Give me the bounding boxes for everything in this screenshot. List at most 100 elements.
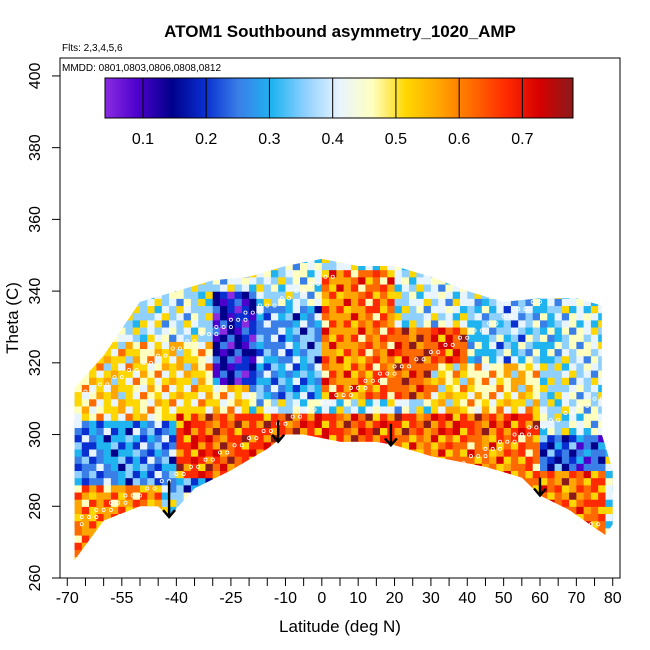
heatmap-cell (547, 355, 556, 364)
heatmap-cell (481, 413, 490, 421)
heatmap-cell (510, 534, 519, 543)
heatmap-cell (613, 377, 621, 385)
heatmap-cell (161, 334, 170, 342)
heatmap-cell (154, 513, 163, 522)
heatmap-cell (452, 448, 461, 457)
heatmap-cell (605, 463, 613, 472)
heatmap-cell (285, 441, 294, 450)
heatmap-cell (452, 348, 461, 357)
heatmap-cell (518, 549, 527, 558)
heatmap-cell (220, 564, 228, 572)
heatmap-cell (147, 413, 156, 421)
heatmap-cell (576, 441, 585, 450)
heatmap-cell (503, 258, 512, 264)
heatmap-cell (285, 362, 294, 371)
heatmap-cell (118, 377, 127, 385)
heatmap-cell (460, 334, 468, 342)
heatmap-cell (263, 258, 272, 264)
heatmap-cell (561, 463, 570, 472)
heatmap-cell (110, 556, 119, 561)
heatmap-cell (307, 520, 316, 529)
heatmap-cell (401, 542, 410, 550)
heatmap-cell (489, 291, 497, 299)
heatmap-cell (365, 491, 374, 500)
heatmap-cell (118, 527, 127, 536)
heatmap-cell (212, 298, 221, 307)
heatmap-cell (220, 276, 228, 285)
heatmap-cell (96, 520, 105, 529)
heatmap-cell (547, 291, 556, 299)
heatmap-cell (292, 319, 301, 328)
heatmap-cell (169, 391, 177, 400)
heatmap-cell (583, 370, 592, 378)
heatmap-cell (489, 276, 497, 285)
heatmap-cell (176, 456, 185, 464)
heatmap-cell (321, 269, 330, 278)
heatmap-cell (125, 413, 134, 421)
heatmap-cell (532, 434, 541, 443)
heatmap-cell (190, 334, 199, 342)
heatmap-cell (445, 319, 454, 328)
heatmap-cell (241, 456, 250, 464)
heatmap-cell (358, 305, 367, 314)
heatmap-cell (387, 391, 396, 400)
heatmap-cell (489, 484, 497, 493)
heatmap-cell (430, 513, 439, 522)
heatmap-cell (372, 556, 381, 561)
heatmap-cell (467, 477, 476, 486)
heatmap-cell (525, 262, 534, 271)
heatmap-cell (576, 276, 585, 285)
heatmap-cell (81, 348, 90, 357)
heatmap-cell (241, 556, 250, 561)
heatmap-cell (409, 312, 417, 321)
heatmap-cell (416, 384, 425, 393)
heatmap-cell (256, 448, 265, 457)
heatmap-cell (103, 305, 112, 314)
heatmap-cell (489, 384, 497, 393)
heatmap-cell (525, 413, 534, 421)
heatmap-cell (263, 448, 272, 457)
heatmap-cell (81, 326, 90, 335)
heatmap-cell (474, 527, 483, 536)
heatmap-cell (89, 283, 97, 292)
heatmap-cell (547, 319, 556, 328)
heatmap-cell (169, 463, 177, 472)
heatmap-cell (125, 527, 134, 536)
heatmap-cell (358, 370, 367, 378)
heatmap-cell (82, 564, 90, 572)
heatmap-cell (554, 384, 563, 393)
heatmap-cell (540, 276, 548, 285)
sample-point (294, 289, 299, 294)
heatmap-cell (205, 398, 214, 407)
heatmap-cell (561, 326, 570, 335)
heatmap-cell (103, 377, 112, 385)
heatmap-cell (74, 370, 83, 378)
heatmap-cell (561, 513, 570, 522)
heatmap-cell (140, 484, 148, 493)
heatmap-cell (532, 420, 541, 428)
heatmap-cell (380, 291, 388, 299)
heatmap-cell (358, 319, 367, 328)
heatmap-cell (154, 420, 163, 428)
heatmap-cell (314, 420, 323, 428)
heatmap-cell (227, 405, 236, 414)
heatmap-cell (613, 470, 621, 478)
heatmap-cell (532, 470, 541, 479)
heatmap-cell (249, 564, 257, 572)
heatmap-cell (133, 564, 141, 572)
heatmap-cell (147, 398, 156, 407)
heatmap-cell (583, 463, 592, 472)
heatmap-cell (110, 305, 119, 314)
heatmap-cell (372, 477, 381, 486)
heatmap-cell (467, 549, 476, 558)
heatmap-cell (110, 405, 119, 414)
heatmap-cell (576, 405, 585, 414)
heatmap-cell (409, 534, 417, 543)
heatmap-cell (285, 269, 294, 278)
heatmap-cell (569, 420, 577, 428)
heatmap-cell (125, 434, 134, 443)
heatmap-cell (525, 513, 534, 522)
heatmap-cell (307, 434, 316, 443)
heatmap-cell (96, 398, 105, 407)
heatmap-cell (329, 326, 337, 335)
